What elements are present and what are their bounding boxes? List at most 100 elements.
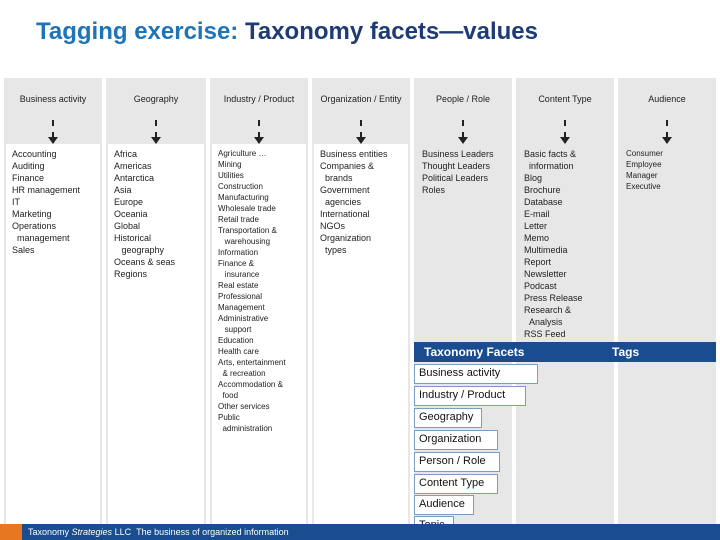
column-business-activity: Business activity Accounting Auditing Fina… bbox=[4, 78, 102, 524]
column-header: Business activity bbox=[19, 93, 87, 104]
list-item: Business Leaders bbox=[422, 149, 494, 159]
company-name-part: LLC bbox=[112, 527, 132, 537]
list-item: Europe bbox=[114, 197, 144, 207]
title-accent: Tagging exercise: bbox=[36, 18, 239, 45]
list-item: Research & bbox=[524, 305, 572, 315]
column-geography: Geography Africa Americas Antarctica Asia Eu… bbox=[106, 78, 206, 524]
list-item: Business entities bbox=[320, 149, 388, 159]
list-item: insurance bbox=[218, 270, 260, 279]
list-item: Arts, entertainment bbox=[218, 358, 286, 367]
footer-tagline: The business of organized information bbox=[136, 527, 289, 537]
list-item: Operations bbox=[12, 221, 57, 231]
facet-item[interactable]: Person / Role bbox=[414, 452, 500, 472]
list-item: brands bbox=[320, 173, 353, 183]
column-header: People / Role bbox=[435, 93, 491, 104]
facet-item[interactable]: Organization bbox=[414, 430, 498, 450]
list-item: Transportation & bbox=[218, 226, 277, 235]
arrow-down-icon bbox=[48, 120, 58, 144]
list-item: support bbox=[218, 325, 252, 334]
list-item: Finance bbox=[12, 173, 45, 183]
page-title: Tagging exercise: Taxonomy facets—values bbox=[36, 18, 538, 46]
list-item: Newsletter bbox=[524, 269, 567, 279]
column-body: Basic facts & information Blog Brochure Dat… bbox=[518, 144, 612, 524]
facet-item[interactable]: Business activity bbox=[414, 364, 538, 384]
column-content-type: Content Type Basic facts & information Bl… bbox=[516, 78, 614, 524]
list-item: Government bbox=[320, 185, 370, 195]
list-item: Other services bbox=[218, 402, 270, 411]
list-item: Press Release bbox=[524, 293, 583, 303]
list-item: Information bbox=[218, 248, 259, 257]
list-item: Americas bbox=[114, 161, 152, 171]
list-item: administration bbox=[218, 424, 273, 433]
arrow-down-icon bbox=[662, 120, 672, 144]
list-item: Sales bbox=[12, 245, 35, 255]
list-item: management bbox=[12, 233, 70, 243]
list-item: types bbox=[320, 245, 347, 255]
list-item: Companies & bbox=[320, 161, 375, 171]
list-item: Oceans & seas bbox=[114, 257, 176, 267]
facet-item[interactable]: Geography bbox=[414, 408, 482, 428]
list-item: E-mail bbox=[524, 209, 550, 219]
list-item: Professional bbox=[218, 292, 263, 301]
list-item: Finance & bbox=[218, 259, 255, 268]
list-item: agencies bbox=[320, 197, 362, 207]
tags-header-label: Tags bbox=[612, 345, 640, 359]
facet-item[interactable]: Content Type bbox=[414, 474, 498, 494]
value-list: Business entities Companies & brands Gover… bbox=[314, 144, 408, 260]
list-item: Podcast bbox=[524, 281, 557, 291]
list-item: Retail trade bbox=[218, 215, 259, 224]
list-item: Historical bbox=[114, 233, 152, 243]
list-item: Real estate bbox=[218, 281, 259, 290]
list-item: Consumer bbox=[626, 149, 663, 158]
list-item: Employee bbox=[626, 160, 662, 169]
facet-item[interactable]: Audience bbox=[414, 495, 474, 515]
facets-header-label: Taxonomy Facets bbox=[424, 345, 525, 359]
list-item: food bbox=[218, 391, 239, 400]
list-item: Utilities bbox=[218, 171, 244, 180]
list-item: Regions bbox=[114, 269, 148, 279]
arrow-down-icon bbox=[458, 120, 468, 144]
list-item: Brochure bbox=[524, 185, 561, 195]
column-audience: Audience Consumer Employee Manager Executiv… bbox=[618, 78, 716, 524]
list-item: Global bbox=[114, 221, 141, 231]
arrow-down-icon bbox=[151, 120, 161, 144]
list-item: Public bbox=[218, 413, 240, 422]
list-item: Asia bbox=[114, 185, 132, 195]
list-item: Manager bbox=[626, 171, 658, 180]
company-name-italic: Strategies bbox=[71, 527, 113, 537]
column-body: Business entities Companies & brands Gover… bbox=[314, 144, 408, 524]
column-industry-product: Industry / Product Agriculture … Mining Ut… bbox=[210, 78, 308, 524]
value-list: Agriculture … Mining Utilities Construction… bbox=[212, 144, 306, 438]
list-item: International bbox=[320, 209, 370, 219]
list-item: Political Leaders bbox=[422, 173, 489, 183]
list-item: Africa bbox=[114, 149, 138, 159]
list-item: Health care bbox=[218, 347, 259, 356]
column-header: Industry / Product bbox=[223, 93, 295, 104]
list-item: NGOs bbox=[320, 221, 346, 231]
list-item: Agriculture … bbox=[218, 149, 267, 158]
list-item: Mining bbox=[218, 160, 242, 169]
list-item: Accommodation & bbox=[218, 380, 283, 389]
list-item: Oceania bbox=[114, 209, 148, 219]
list-item: Basic facts & bbox=[524, 149, 577, 159]
value-list: Business Leaders Thought Leaders Political… bbox=[416, 144, 510, 200]
facet-item[interactable]: Industry / Product bbox=[414, 386, 526, 406]
value-list: Africa Americas Antarctica Asia Europe Oceani… bbox=[108, 144, 204, 284]
list-item: Letter bbox=[524, 221, 548, 231]
list-item: Wholesale trade bbox=[218, 204, 276, 213]
list-item: Multimedia bbox=[524, 245, 568, 255]
footer-text: Taxonomy Strategies LLC The business of … bbox=[28, 527, 289, 537]
list-item: Roles bbox=[422, 185, 446, 195]
list-item: Thought Leaders bbox=[422, 161, 491, 171]
arrow-down-icon bbox=[356, 120, 366, 144]
column-body: Africa Americas Antarctica Asia Europe Oceani… bbox=[108, 144, 204, 524]
list-item: Administrative bbox=[218, 314, 269, 323]
list-item: Construction bbox=[218, 182, 263, 191]
column-header: Audience bbox=[648, 93, 686, 104]
column-organization-entity: Organization / Entity Business entities C… bbox=[312, 78, 410, 524]
list-item: Accounting bbox=[12, 149, 57, 159]
list-item: Antarctica bbox=[114, 173, 155, 183]
list-item: IT bbox=[12, 197, 20, 207]
column-header: Organization / Entity bbox=[320, 93, 402, 104]
column-body: Accounting Auditing Finance HR management IT… bbox=[6, 144, 100, 524]
